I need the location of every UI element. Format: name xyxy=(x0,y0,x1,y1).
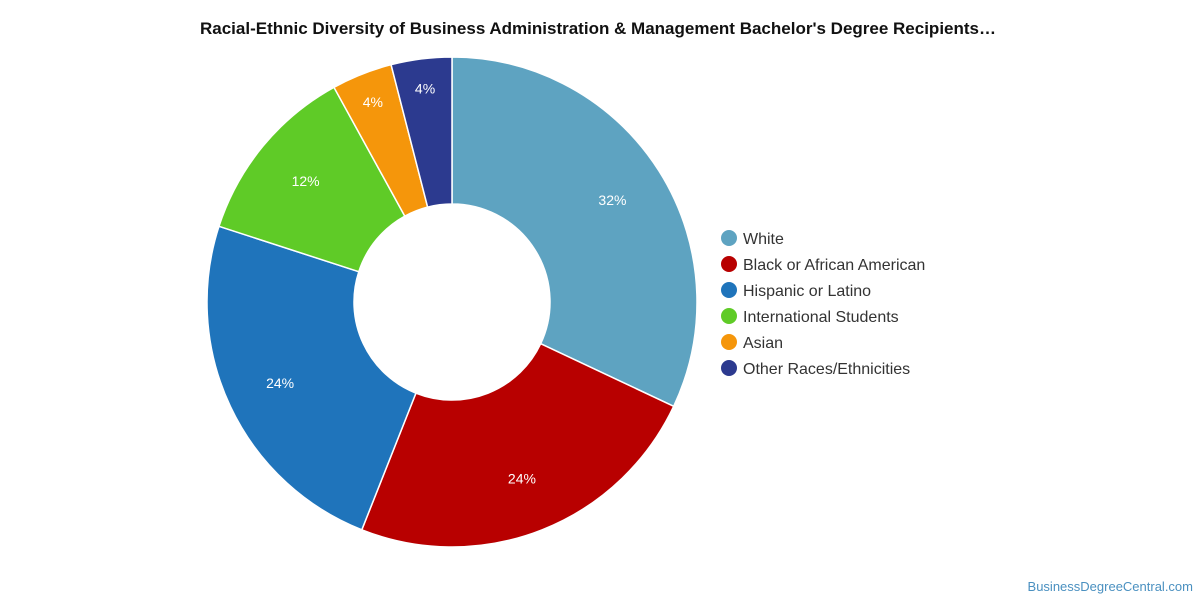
slice-white[interactable] xyxy=(451,56,698,408)
slice-other-races-ethnicities[interactable] xyxy=(390,56,453,208)
legend-label: White xyxy=(743,231,784,248)
legend-swatch xyxy=(721,256,737,272)
legend: White Black or African American Hispanic o… xyxy=(721,230,925,378)
legend-label: Other Races/Ethnicities xyxy=(743,361,910,378)
legend-swatch xyxy=(721,230,737,246)
legend-label: International Students xyxy=(743,309,899,326)
data-labels: 32% 24% 24% 12% 4% 4% xyxy=(266,81,626,487)
data-label-white: 32% xyxy=(598,192,626,208)
legend-item-international-students[interactable]: International Students xyxy=(721,308,899,326)
legend-item-other-races-ethnicities[interactable]: Other Races/Ethnicities xyxy=(721,360,910,378)
legend-item-hispanic-or-latino[interactable]: Hispanic or Latino xyxy=(721,282,871,300)
legend-swatch xyxy=(721,360,737,376)
legend-item-asian[interactable]: Asian xyxy=(721,334,783,352)
legend-label: Asian xyxy=(743,335,783,352)
chart-title: Racial-Ethnic Diversity of Business Admi… xyxy=(200,19,996,38)
data-label-asian: 4% xyxy=(363,94,383,110)
legend-swatch xyxy=(721,334,737,350)
data-label-other-races-ethnicities: 4% xyxy=(415,81,435,97)
donut-slices xyxy=(206,56,698,548)
legend-label: Hispanic or Latino xyxy=(743,283,871,300)
site-credit[interactable]: BusinessDegreeCentral.com xyxy=(1028,579,1193,594)
legend-item-black-or-african-american[interactable]: Black or African American xyxy=(721,256,925,274)
slice-black-or-african-american[interactable] xyxy=(360,342,675,548)
legend-label: Black or African American xyxy=(743,257,925,274)
slice-hispanic-or-latino[interactable] xyxy=(206,225,417,531)
slice-international-students[interactable] xyxy=(218,86,406,273)
legend-swatch xyxy=(721,308,737,324)
legend-item-white[interactable]: White xyxy=(721,230,784,248)
data-label-black-or-african-american: 24% xyxy=(508,471,536,487)
data-label-hispanic-or-latino: 24% xyxy=(266,375,294,391)
data-label-international-students: 12% xyxy=(292,173,320,189)
legend-swatch xyxy=(721,282,737,298)
